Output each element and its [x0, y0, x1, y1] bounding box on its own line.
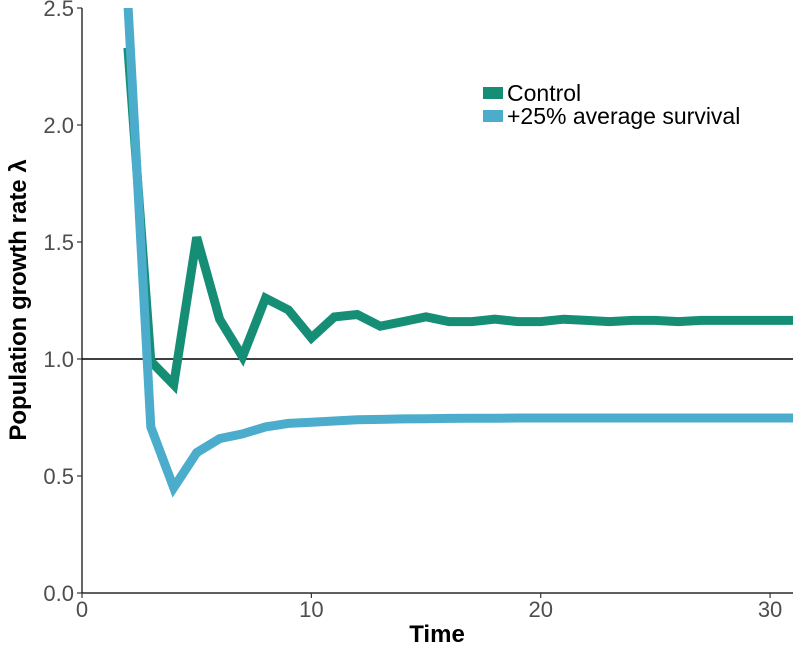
y-axis-title: Population growth rate λ — [5, 159, 32, 440]
y-tick-label: 1.5 — [43, 230, 74, 255]
y-tick-label: 1.0 — [43, 347, 74, 372]
y-tick-label: 0.5 — [43, 464, 74, 489]
y-tick-label: 2.0 — [43, 113, 74, 138]
series-line-control — [123, 47, 793, 395]
axes: 0.0 0.5 1.0 1.5 2.0 2.5 0 10 20 30 — [43, 0, 793, 622]
x-axis-title: Time — [409, 621, 465, 648]
legend-label: +25% average survival — [507, 103, 740, 129]
series-line-survival — [123, 8, 793, 498]
x-tick-label: 20 — [528, 597, 552, 622]
x-tick-label: 0 — [76, 597, 88, 622]
legend: Control+25% average survival — [483, 80, 740, 129]
y-tick-label: 0.0 — [43, 581, 74, 606]
x-tick-label: 30 — [758, 597, 782, 622]
x-tick-label: 10 — [299, 597, 323, 622]
series-layer — [123, 8, 793, 498]
legend-label: Control — [507, 80, 581, 106]
legend-swatch — [483, 110, 503, 122]
legend-swatch — [483, 87, 503, 99]
y-tick-label: 2.5 — [43, 0, 74, 21]
